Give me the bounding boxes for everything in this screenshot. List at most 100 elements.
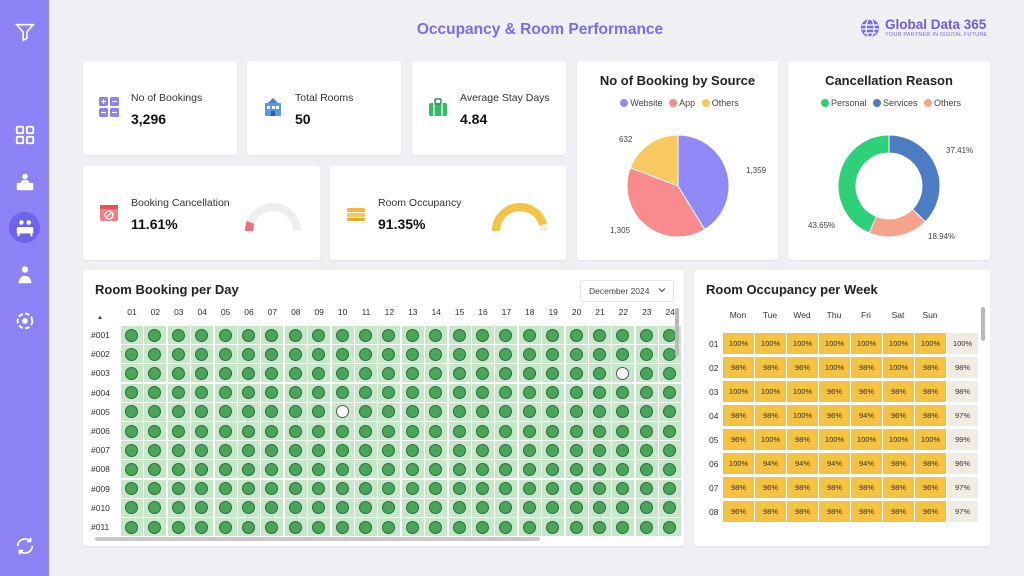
booking-cell[interactable] xyxy=(518,498,541,517)
booking-cell[interactable] xyxy=(167,422,190,440)
booking-cell[interactable] xyxy=(448,479,471,498)
booking-cell[interactable] xyxy=(308,345,331,364)
booking-cell[interactable] xyxy=(355,460,377,479)
booking-cell[interactable] xyxy=(659,383,682,402)
booking-cell[interactable] xyxy=(238,479,260,498)
booking-cell[interactable] xyxy=(331,364,354,383)
booking-cell[interactable] xyxy=(331,460,354,479)
booking-cell[interactable] xyxy=(238,345,260,364)
booking-cell[interactable] xyxy=(284,364,307,383)
booking-cell[interactable] xyxy=(167,364,190,383)
booking-cell[interactable] xyxy=(565,402,588,421)
day-header[interactable]: 24 xyxy=(665,307,675,317)
booking-cell[interactable] xyxy=(308,364,331,383)
booking-cell[interactable] xyxy=(238,518,260,536)
slice-others[interactable] xyxy=(629,134,679,187)
booking-cell[interactable] xyxy=(401,460,424,479)
heatmap-cell[interactable]: 98% xyxy=(851,501,882,522)
booking-cell[interactable] xyxy=(284,383,307,402)
day-header[interactable]: 12 xyxy=(384,307,395,317)
heatmap-cell[interactable]: 98% xyxy=(915,405,946,426)
heatmap-cell[interactable]: 100% xyxy=(787,405,818,426)
booking-cell[interactable] xyxy=(121,460,143,479)
booking-cell[interactable] xyxy=(355,383,377,402)
booking-cell[interactable] xyxy=(589,326,611,344)
vertical-scrollbar[interactable] xyxy=(675,308,679,356)
booking-cell[interactable] xyxy=(355,441,377,460)
booking-cell[interactable] xyxy=(308,441,331,460)
booking-cell[interactable] xyxy=(331,383,354,402)
booking-cell[interactable] xyxy=(214,518,237,536)
booking-cell[interactable] xyxy=(659,479,682,498)
booking-cell[interactable] xyxy=(495,479,518,498)
booking-cell[interactable] xyxy=(612,402,635,421)
performance-icon[interactable] xyxy=(9,305,40,336)
booking-cell[interactable] xyxy=(635,479,658,498)
booking-cell[interactable] xyxy=(589,479,611,498)
heatmap-cell[interactable]: 98% xyxy=(723,357,754,378)
booking-cell[interactable] xyxy=(121,518,143,536)
heatmap-cell[interactable]: 98% xyxy=(915,357,946,378)
booking-cell[interactable] xyxy=(495,326,518,344)
booking-cell[interactable] xyxy=(542,383,565,402)
booking-cell[interactable] xyxy=(495,460,518,479)
booking-cell[interactable] xyxy=(238,441,260,460)
day-header[interactable]: 14 xyxy=(431,307,441,317)
booking-cell[interactable] xyxy=(191,402,214,421)
booking-cell[interactable] xyxy=(284,441,307,460)
slice-personal[interactable] xyxy=(837,134,890,234)
booking-cell[interactable] xyxy=(214,479,237,498)
booking-cell[interactable] xyxy=(238,460,260,479)
booking-cell[interactable] xyxy=(284,422,307,440)
week-total-cell[interactable]: 98% xyxy=(947,381,978,402)
booking-cell[interactable] xyxy=(284,518,307,536)
booking-cell[interactable] xyxy=(401,364,424,383)
booking-cell[interactable] xyxy=(635,518,658,536)
booking-cell[interactable] xyxy=(495,383,518,402)
heatmap-cell[interactable]: 94% xyxy=(819,453,850,474)
heatmap-cell[interactable]: 98% xyxy=(819,477,850,498)
vertical-scrollbar[interactable] xyxy=(981,307,985,341)
booking-cell[interactable] xyxy=(612,460,635,479)
booking-cell[interactable] xyxy=(144,345,167,364)
booking-cell[interactable] xyxy=(191,479,214,498)
booking-cell[interactable] xyxy=(144,422,167,440)
booking-cell[interactable] xyxy=(238,326,260,344)
booking-cell[interactable] xyxy=(565,364,588,383)
day-header[interactable]: 02 xyxy=(150,307,161,317)
booking-source-pie[interactable] xyxy=(625,133,731,239)
booking-cell[interactable] xyxy=(472,479,494,498)
booking-cell[interactable] xyxy=(214,345,237,364)
heatmap-cell[interactable]: 100% xyxy=(915,333,946,354)
booking-cell[interactable] xyxy=(261,383,284,402)
booking-cell[interactable] xyxy=(378,326,401,344)
booking-cell[interactable] xyxy=(659,460,682,479)
booking-cell[interactable] xyxy=(635,422,658,440)
booking-cell[interactable] xyxy=(378,498,401,517)
booking-cell[interactable] xyxy=(495,364,518,383)
booking-cell[interactable] xyxy=(635,383,658,402)
booking-cell[interactable] xyxy=(214,326,237,344)
heatmap-cell[interactable]: 98% xyxy=(883,501,914,522)
booking-cell[interactable] xyxy=(495,518,518,536)
booking-cell[interactable] xyxy=(425,441,448,460)
heatmap-cell[interactable]: 98% xyxy=(915,381,946,402)
booking-cell[interactable] xyxy=(355,498,377,517)
heatmap-cell[interactable]: 100% xyxy=(819,357,850,378)
booking-cell[interactable] xyxy=(144,441,167,460)
booking-cell[interactable] xyxy=(542,364,565,383)
booking-cell[interactable] xyxy=(214,364,237,383)
slice-app[interactable] xyxy=(626,167,706,238)
booking-cell[interactable] xyxy=(121,402,143,421)
refresh-icon[interactable] xyxy=(9,530,40,561)
booking-cell[interactable] xyxy=(284,460,307,479)
booking-cell[interactable] xyxy=(401,345,424,364)
booking-cell[interactable] xyxy=(425,422,448,440)
booking-cell[interactable] xyxy=(355,422,377,440)
filter-icon[interactable] xyxy=(9,16,40,47)
heatmap-cell[interactable]: 100% xyxy=(723,453,754,474)
booking-cell[interactable] xyxy=(612,498,635,517)
booking-cell[interactable] xyxy=(565,479,588,498)
heatmap-cell[interactable]: 94% xyxy=(755,453,786,474)
booking-cell[interactable] xyxy=(472,345,494,364)
